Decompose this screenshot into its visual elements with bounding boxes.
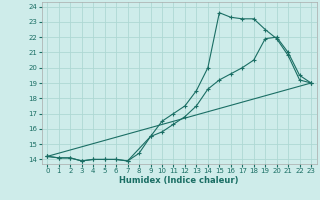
X-axis label: Humidex (Indice chaleur): Humidex (Indice chaleur) bbox=[119, 176, 239, 185]
